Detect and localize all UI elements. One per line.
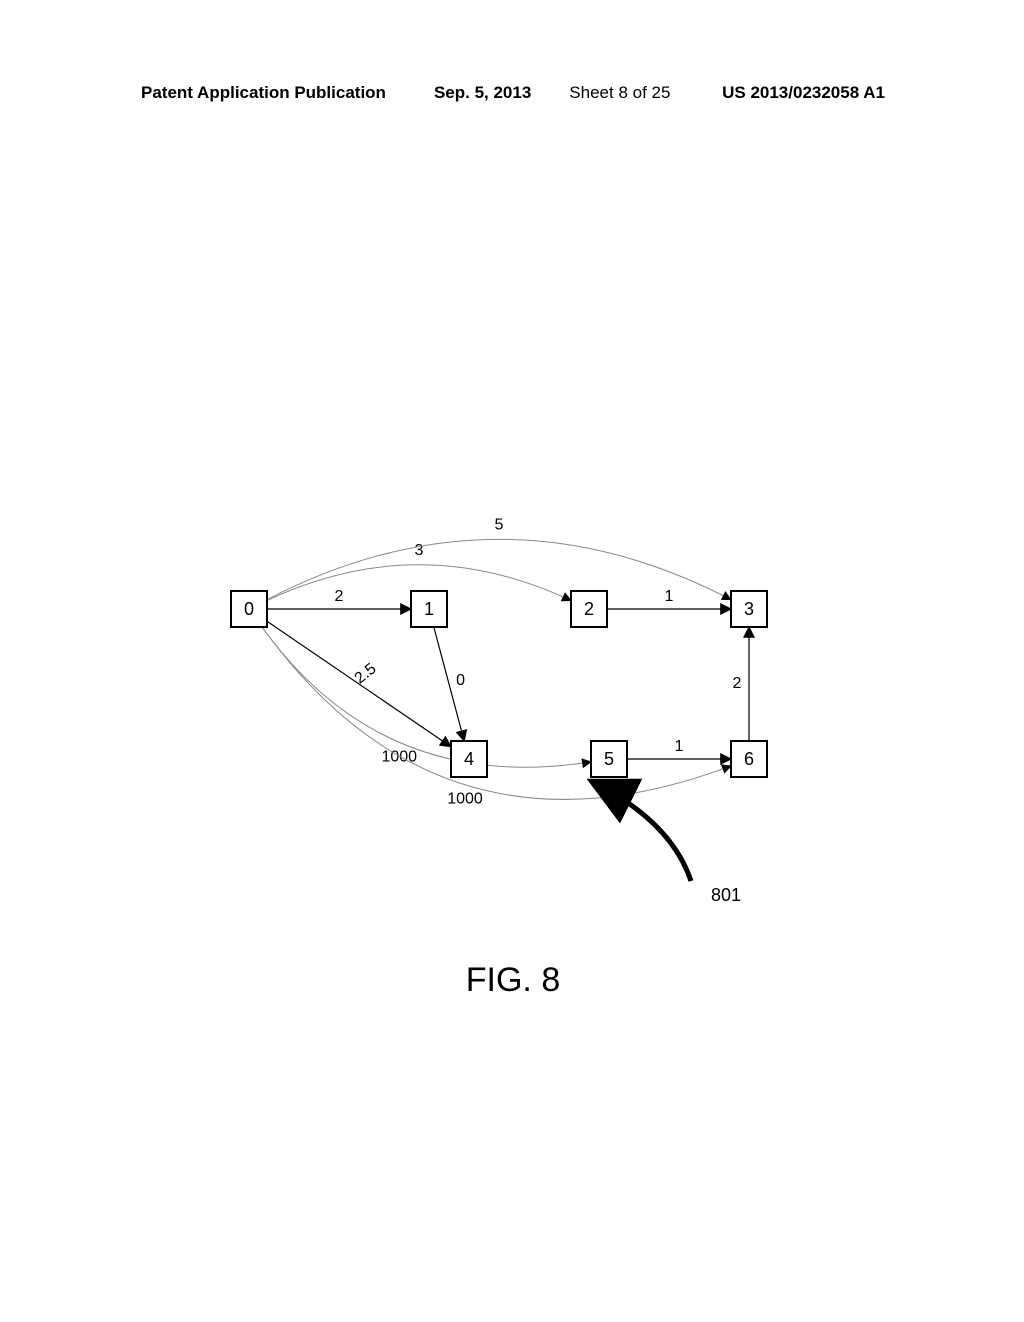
graph-node-label: 5 — [604, 749, 614, 769]
edge-label: 1 — [675, 738, 684, 755]
graph-node-label: 4 — [464, 749, 474, 769]
header-docnum: US 2013/0232058 A1 — [722, 83, 885, 103]
callout-arrow — [591, 781, 691, 881]
edge-label: 2 — [733, 675, 742, 692]
edge-label: 3 — [415, 542, 424, 559]
graph-node-label: 6 — [744, 749, 754, 769]
header-publication: Patent Application Publication — [141, 83, 386, 103]
graph-node-label: 2 — [584, 599, 594, 619]
graph-node-label: 3 — [744, 599, 754, 619]
edge-label: 5 — [495, 517, 504, 534]
graph-node-label: 1 — [424, 599, 434, 619]
edge-label: 1000 — [447, 791, 483, 808]
graph-diagram: 21012352.5100010000123456801 — [171, 381, 871, 941]
callout-ref-label: 801 — [711, 885, 741, 905]
header-date: Sep. 5, 2013 — [434, 83, 531, 103]
page-header: Patent Application Publication Sep. 5, 2… — [141, 83, 885, 103]
header-sheet: Sheet 8 of 25 — [569, 83, 670, 103]
graph-node-label: 0 — [244, 599, 254, 619]
figure-label: FIG. 8 — [1, 961, 1024, 1000]
edge-label: 0 — [456, 672, 465, 689]
edge-label: 2 — [335, 588, 344, 605]
patent-page: Patent Application Publication Sep. 5, 2… — [0, 0, 1024, 1322]
edge-label: 2.5 — [352, 660, 380, 687]
edge-label: 1 — [665, 588, 674, 605]
